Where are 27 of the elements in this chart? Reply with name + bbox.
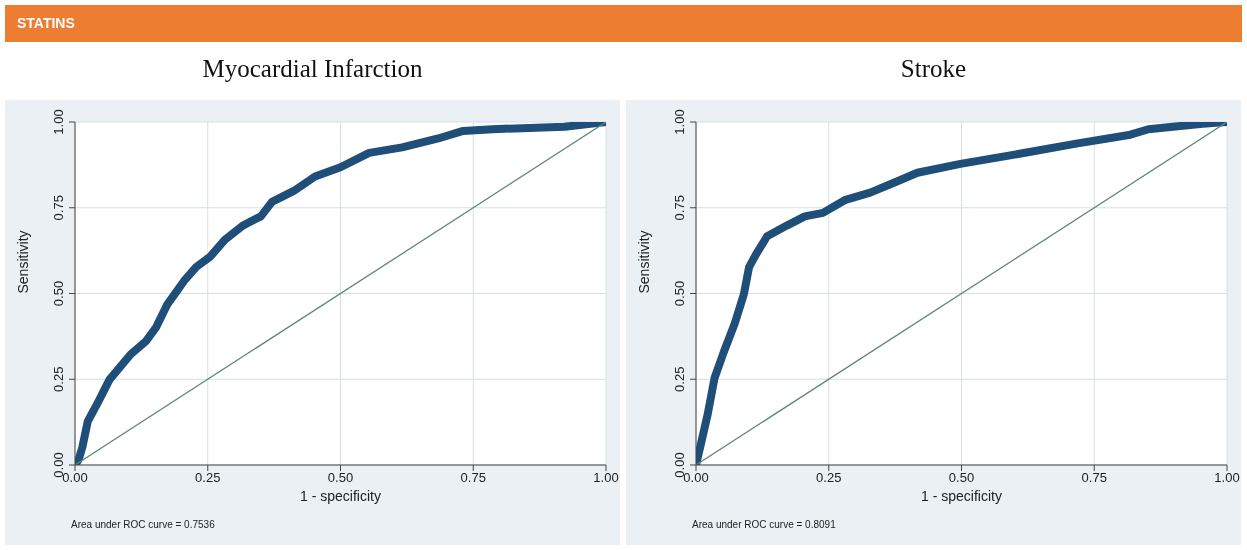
x-tick-label: 0.00 [62,470,88,486]
x-tick-label: 1.00 [1214,470,1240,486]
chart-subtitle: STATINS [5,5,1242,42]
x-tick-label: 0.00 [683,470,709,486]
x-tick-label: 0.50 [948,470,975,486]
y-tick-label: 0.50 [51,280,66,307]
y-tick-label: 0.25 [672,366,687,392]
y-tick-label: 1.00 [672,109,687,135]
x-tick-label: 0.75 [460,470,486,486]
y-tick-label: 0.75 [672,195,687,221]
y-tick-label: 0.75 [51,195,66,221]
chart-title: Stroke [899,55,968,83]
x-tick-label: 0.25 [195,470,221,486]
x-axis-title: 1 - specificity [300,487,381,504]
y-axis-title: Sensitivity [635,230,652,294]
chart-title: Myocardial Infarction [201,55,424,83]
text: Area under ROC curve = 0.8091 [692,519,836,530]
x-axis-title: 1 - specificity [921,487,1002,504]
x-tick-label: 0.25 [816,470,842,486]
text: Area under ROC curve = 0.7536 [71,519,215,530]
x-tick-label: 1.00 [593,470,619,486]
y-tick-label: 0.50 [672,280,687,307]
y-axis-title: Sensitivity [14,230,31,294]
y-tick-label: 1.00 [51,109,66,135]
x-tick-label: 0.50 [327,470,354,486]
x-tick-label: 0.75 [1081,470,1107,486]
y-tick-label: 0.25 [51,366,66,392]
